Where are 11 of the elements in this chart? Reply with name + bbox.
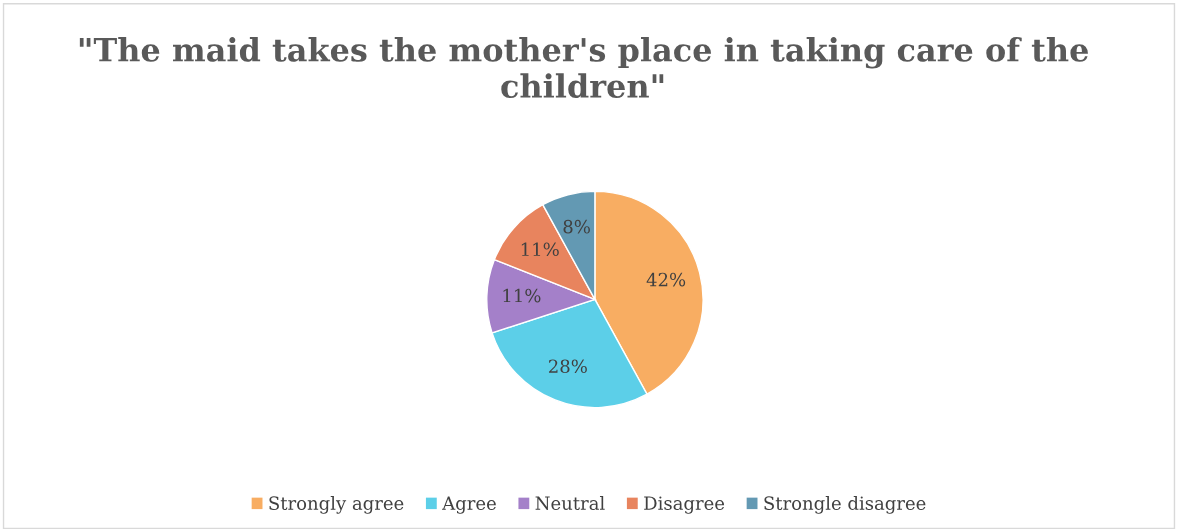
legend-label: Strongly agree <box>269 496 404 514</box>
data-label: 11% <box>521 242 559 257</box>
chart-title: "The maid takes the mother's place in taking care of the children" <box>79 37 1088 99</box>
legend-label: Agree <box>442 496 496 514</box>
data-label: 42% <box>646 272 686 287</box>
legend-label: Neutral <box>535 496 605 510</box>
data-label: 11% <box>503 288 541 303</box>
legend-label: Strongle disagree <box>764 496 926 514</box>
data-label: 28% <box>548 359 587 374</box>
data-label: 8% <box>563 219 590 234</box>
legend-label: Disagree <box>644 496 725 514</box>
